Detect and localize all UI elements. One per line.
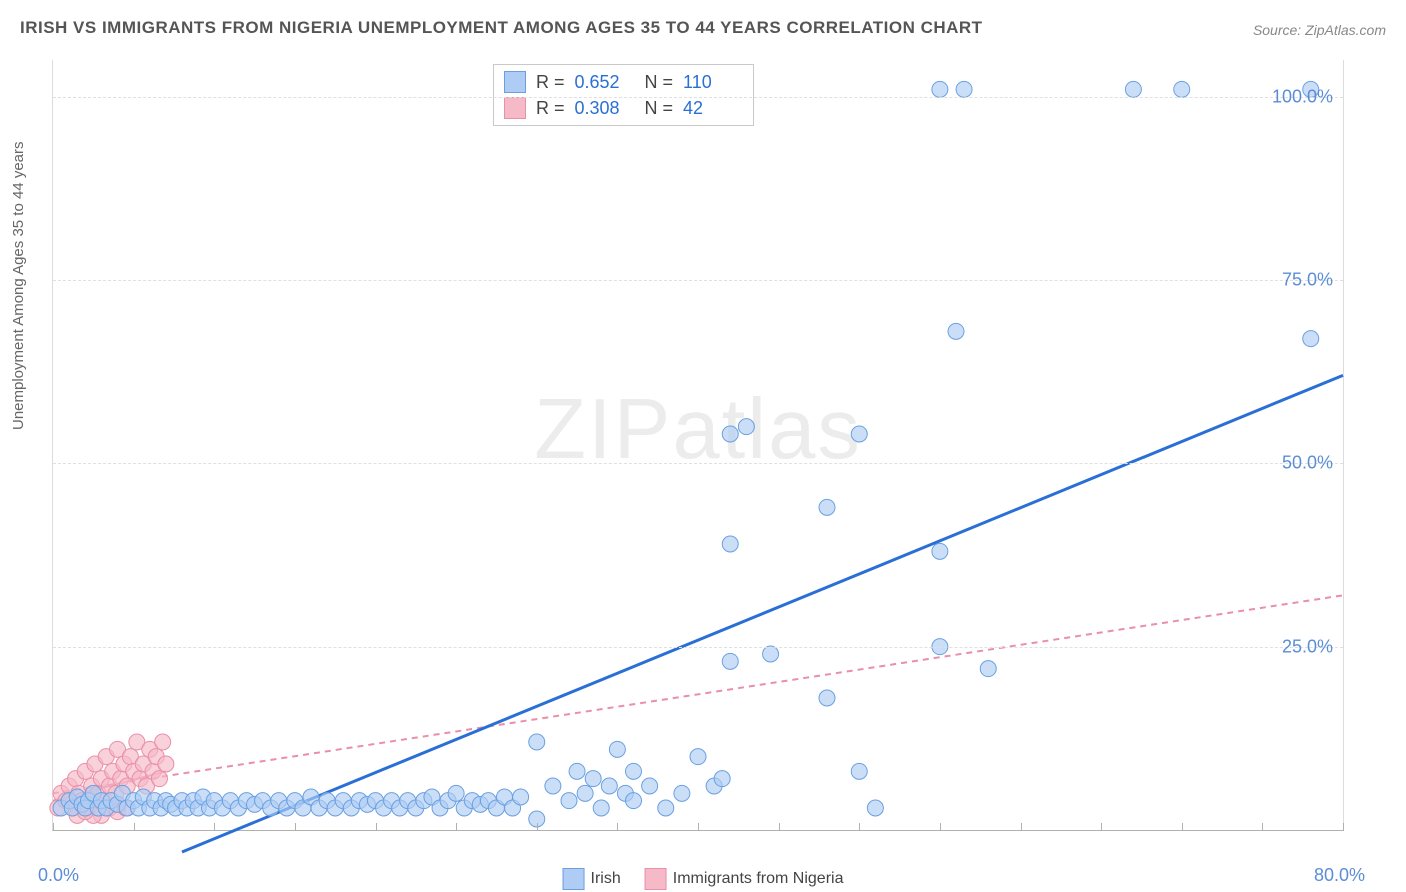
chart-svg bbox=[53, 60, 1343, 830]
x-tick-mark bbox=[1262, 823, 1263, 831]
gridline bbox=[53, 97, 1343, 98]
x-tick-mark bbox=[1101, 823, 1102, 831]
legend-label-irish: Irish bbox=[591, 870, 621, 888]
x-tick-mark bbox=[376, 823, 377, 831]
y-tick-label: 75.0% bbox=[1282, 270, 1333, 291]
legend-label-nigeria: Immigrants from Nigeria bbox=[673, 870, 844, 888]
legend-bottom: Irish Immigrants from Nigeria bbox=[563, 868, 844, 890]
legend-swatch-nigeria bbox=[645, 868, 667, 890]
legend-item-irish: Irish bbox=[563, 868, 621, 890]
y-axis-label: Unemployment Among Ages 35 to 44 years bbox=[10, 141, 27, 430]
nigeria-r-value: 0.308 bbox=[575, 98, 635, 119]
swatch-irish bbox=[504, 71, 526, 93]
x-tick-label: 0.0% bbox=[38, 865, 79, 886]
y-tick-label: 100.0% bbox=[1272, 86, 1333, 107]
irish-n-value: 110 bbox=[683, 72, 743, 93]
y-tick-label: 25.0% bbox=[1282, 636, 1333, 657]
gridline bbox=[53, 280, 1343, 281]
stats-legend-box: R = 0.652 N = 110 R = 0.308 N = 42 bbox=[493, 64, 754, 126]
x-tick-mark bbox=[779, 823, 780, 831]
irish-r-value: 0.652 bbox=[575, 72, 635, 93]
legend-swatch-irish bbox=[563, 868, 585, 890]
x-tick-mark bbox=[1021, 823, 1022, 831]
nigeria-n-value: 42 bbox=[683, 98, 743, 119]
plot-area: ZIPatlas R = 0.652 N = 110 R = 0.308 N =… bbox=[52, 60, 1344, 831]
x-tick-mark bbox=[456, 823, 457, 831]
x-tick-mark bbox=[53, 823, 54, 831]
swatch-nigeria bbox=[504, 97, 526, 119]
x-tick-mark bbox=[1343, 823, 1344, 831]
gridline bbox=[53, 463, 1343, 464]
stats-row-nigeria: R = 0.308 N = 42 bbox=[504, 95, 743, 121]
x-tick-mark bbox=[1182, 823, 1183, 831]
x-tick-label: 80.0% bbox=[1314, 865, 1365, 886]
x-tick-mark bbox=[940, 823, 941, 831]
x-tick-mark bbox=[537, 823, 538, 831]
x-tick-mark bbox=[617, 823, 618, 831]
x-tick-mark bbox=[859, 823, 860, 831]
stats-row-irish: R = 0.652 N = 110 bbox=[504, 69, 743, 95]
n-label: N = bbox=[645, 72, 674, 93]
r-label: R = bbox=[536, 72, 565, 93]
r-label-2: R = bbox=[536, 98, 565, 119]
x-tick-mark bbox=[214, 823, 215, 831]
x-tick-mark bbox=[134, 823, 135, 831]
x-tick-mark bbox=[295, 823, 296, 831]
source-label: Source: ZipAtlas.com bbox=[1253, 22, 1386, 38]
x-tick-mark bbox=[698, 823, 699, 831]
n-label-2: N = bbox=[645, 98, 674, 119]
gridline bbox=[53, 647, 1343, 648]
y-tick-label: 50.0% bbox=[1282, 453, 1333, 474]
legend-item-nigeria: Immigrants from Nigeria bbox=[645, 868, 844, 890]
chart-title: IRISH VS IMMIGRANTS FROM NIGERIA UNEMPLO… bbox=[20, 18, 983, 38]
